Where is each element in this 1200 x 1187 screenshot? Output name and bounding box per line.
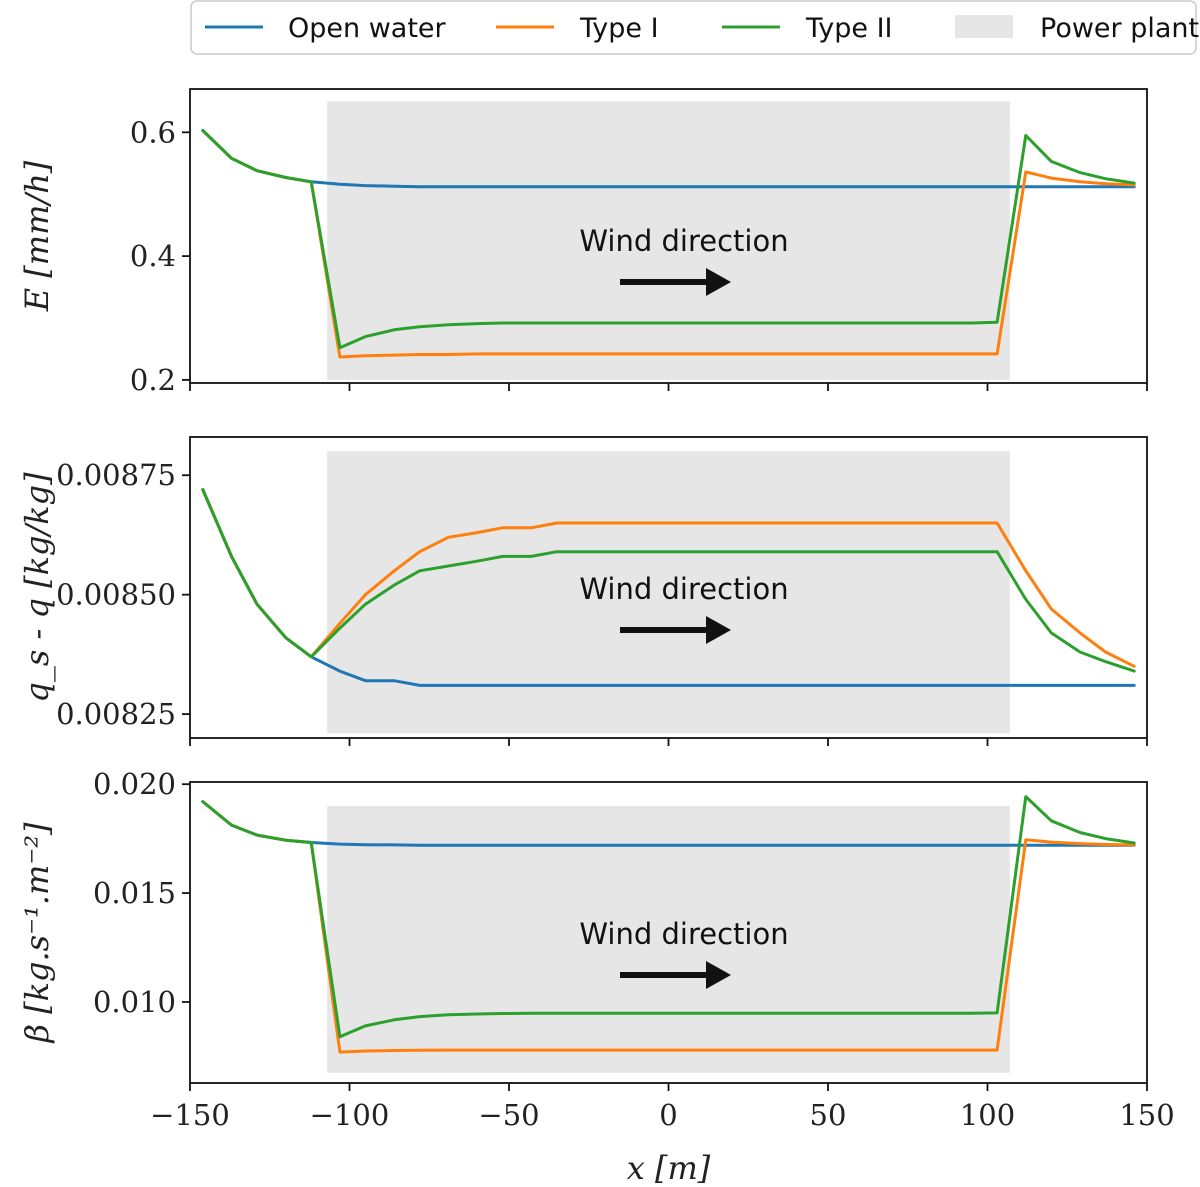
y-axis-label: β [kg.s⁻¹.m⁻²] — [18, 822, 56, 1044]
y-tick-label: 0.6 — [130, 115, 176, 149]
x-axis-label: x [m] — [627, 1149, 711, 1187]
wind-direction-arrow-head — [706, 961, 731, 989]
power-plant-region — [327, 805, 1010, 1073]
series-line-open-water — [201, 800, 1136, 847]
x-tick-label: 50 — [810, 1098, 847, 1132]
wind-direction-label: Wind direction — [579, 917, 788, 951]
legend-swatch-power-plant — [955, 15, 1013, 38]
x-tick-label: 0 — [659, 1098, 677, 1132]
y-tick-label: 0.010 — [93, 985, 176, 1019]
x-tick-label: −150 — [150, 1098, 230, 1132]
x-tick-label: 100 — [960, 1098, 1015, 1132]
panel-3: Wind direction 0.010 0.015 0.020 −150 −100 −50… — [18, 767, 1175, 1187]
y-tick-label: 0.00850 — [56, 578, 176, 612]
y-tick-label: 0.00825 — [56, 697, 176, 731]
y-axis-label: E [mm/h] — [18, 160, 56, 312]
wind-direction-arrow-head — [706, 616, 731, 644]
y-tick-label: 0.2 — [130, 363, 176, 397]
x-tick-label: −50 — [478, 1098, 539, 1132]
wind-direction-label: Wind direction — [579, 572, 788, 606]
legend-label-power-plant: Power plant — [1040, 13, 1199, 44]
legend-label-type-i: Type I — [579, 13, 659, 44]
y-tick-label: 0.020 — [93, 767, 176, 801]
wind-direction-arrow-head — [706, 268, 731, 296]
legend-label-type-ii: Type II — [805, 13, 893, 44]
y-tick-label: 0.4 — [130, 239, 176, 273]
x-tick-label: 150 — [1119, 1098, 1174, 1132]
y-tick-label: 0.015 — [93, 876, 176, 910]
y-axis-label: q_s - q [kg/kg] — [18, 472, 56, 703]
y-tick-label: 0.00875 — [56, 458, 176, 492]
series-line-type-ii — [201, 129, 1136, 350]
series-line-type-ii — [201, 488, 1136, 673]
series-line-open-water — [201, 488, 1136, 687]
series-line-type-i — [201, 488, 1136, 668]
series-line-type-ii — [201, 795, 1136, 1039]
x-tick-label: −100 — [310, 1098, 390, 1132]
series-line-open-water — [201, 129, 1136, 189]
legend: Open water Type I Type II Power plant — [190, 0, 1199, 55]
panel-1: Wind direction 0.2 0.4 0.6 E [mm/h] — [18, 88, 1148, 397]
wind-direction-label: Wind direction — [579, 224, 788, 258]
series-line-type-i — [201, 800, 1136, 1054]
power-plant-region — [327, 101, 1010, 380]
legend-frame — [190, 0, 1197, 55]
legend-label-open-water: Open water — [288, 13, 447, 44]
series-line-type-i — [201, 129, 1136, 359]
